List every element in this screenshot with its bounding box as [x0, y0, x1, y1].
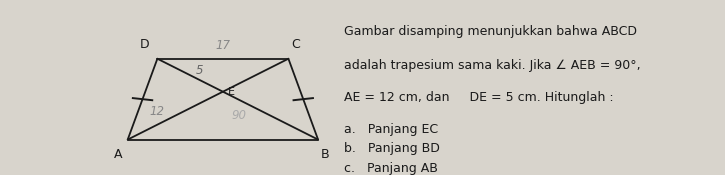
Text: 12: 12: [150, 105, 165, 118]
Text: E: E: [228, 88, 235, 97]
Text: B: B: [321, 148, 330, 161]
Text: adalah trapesium sama kaki. Jika ∠ AEB = 90°,: adalah trapesium sama kaki. Jika ∠ AEB =…: [344, 59, 641, 72]
Text: AE = 12 cm, dan     DE = 5 cm. Hitunglah :: AE = 12 cm, dan DE = 5 cm. Hitunglah :: [344, 91, 614, 104]
Text: 90: 90: [231, 109, 247, 122]
Text: Gambar disamping menunjukkan bahwa ABCD: Gambar disamping menunjukkan bahwa ABCD: [344, 25, 637, 38]
Text: 17: 17: [215, 39, 231, 52]
Text: D: D: [140, 38, 150, 51]
Text: b.   Panjang BD: b. Panjang BD: [344, 142, 440, 155]
Text: C: C: [291, 38, 300, 51]
Text: 5: 5: [196, 64, 203, 77]
Text: a.   Panjang EC: a. Panjang EC: [344, 123, 439, 136]
Text: c.   Panjang AB: c. Panjang AB: [344, 162, 438, 175]
Text: A: A: [114, 148, 122, 161]
